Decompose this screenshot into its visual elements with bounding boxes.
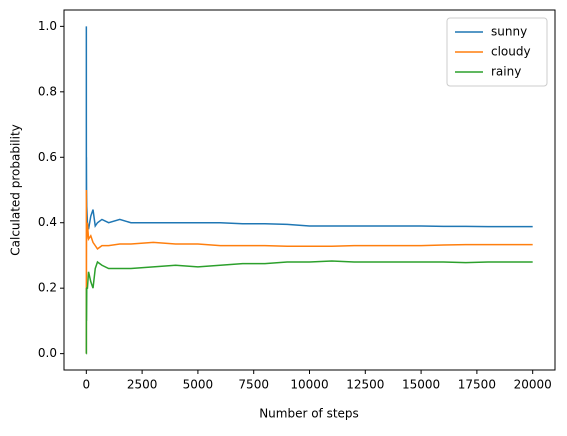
x-tick-label: 12500: [346, 378, 384, 392]
series-line: [85, 260, 533, 355]
y-tick-label: 0.0: [38, 346, 57, 360]
x-tick-label: 0: [82, 378, 90, 392]
x-tick-label: 10000: [290, 378, 328, 392]
x-tick-label: 7500: [238, 378, 269, 392]
y-tick-label: 1.0: [38, 19, 57, 33]
y-tick-label: 0.2: [38, 281, 57, 295]
y-tick-label: 0.6: [38, 150, 57, 164]
y-tick-label: 0.8: [38, 84, 57, 98]
x-tick-label: 20000: [514, 378, 552, 392]
x-tick-label: 2500: [127, 378, 158, 392]
legend-label: rainy: [491, 65, 521, 79]
plot-frame: [63, 9, 556, 371]
x-tick-label: 15000: [402, 378, 440, 392]
legend-label: cloudy: [491, 45, 531, 59]
x-tick-label: 5000: [183, 378, 214, 392]
legend-box: [446, 17, 548, 87]
x-tick-label: 17500: [458, 378, 496, 392]
y-tick-label: 0.4: [38, 215, 57, 229]
y-axis-label: Calculated probability: [9, 124, 23, 256]
x-axis-label: Number of steps: [259, 407, 359, 421]
series-line: [85, 189, 533, 354]
legend-label: sunny: [491, 25, 527, 39]
